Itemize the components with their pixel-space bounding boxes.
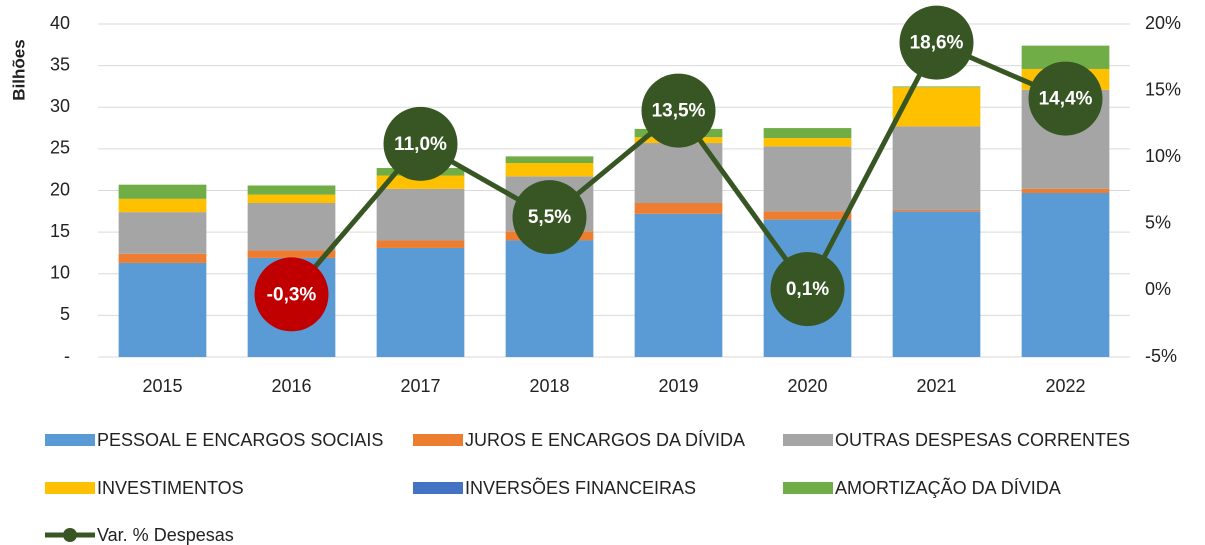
point-marker [1028,61,1103,136]
x-tick-label: 2016 [271,376,311,396]
point-marker [383,106,458,181]
legend-label: INVESTIMENTOS [97,478,244,498]
bar-segment [634,213,723,357]
bar-segment [505,240,594,357]
x-tick-label: 2015 [142,376,182,396]
y2-tick-label: 5% [1145,213,1171,233]
bar-segment [763,146,852,212]
bar-segment [892,126,981,210]
legend-swatch [45,434,95,446]
bar-segment [118,184,207,199]
bar-segment [505,156,594,164]
bar-segment [118,253,207,263]
bar-segment [247,194,336,203]
legend-swatch [45,482,95,494]
y-tick-label: - [64,346,70,366]
x-tick-label: 2017 [400,376,440,396]
bar-segment [892,211,981,357]
bar-segment [763,211,852,220]
legend-label: INVERSÕES FINANCEIRAS [465,477,696,498]
y-axis-label: Bilhões [9,39,28,100]
point-marker [512,180,587,255]
bar-segment [376,247,465,357]
value-label: 11,0% [394,134,447,155]
y2-tick-label: 20% [1145,13,1181,33]
y-tick-label: 10 [50,263,70,283]
legend-swatch [783,434,833,446]
y2-tick-label: 10% [1145,146,1181,166]
x-tick-label: 2019 [658,376,698,396]
value-label: -0,3% [267,284,317,305]
y-tick-label: 15 [50,221,70,241]
bar-segment [892,209,981,212]
legend-label: Var. % Despesas [97,525,234,545]
bar-segment [247,202,336,251]
y-tick-label: 30 [50,96,70,116]
bar-segment [1021,45,1110,69]
value-label: 5,5% [528,207,571,228]
point-marker [770,252,845,327]
bar-segment [247,185,336,195]
legend-label: AMORTIZAÇÃO DA DÍVIDA [835,477,1061,498]
value-label: 0,1% [786,279,829,300]
bar-segment [247,250,336,258]
bar-segment [118,212,207,254]
value-label: 18,6% [910,33,964,54]
x-tick-label: 2021 [916,376,956,396]
legend-label: JUROS E ENCARGOS DA DÍVIDA [465,430,745,450]
y-tick-label: 35 [50,54,70,74]
legend-label: PESSOAL E ENCARGOS SOCIAIS [97,430,383,450]
bar-segment [892,87,981,127]
bar-segment [376,188,465,241]
bar-segment [1021,192,1110,357]
legend-swatch [413,434,463,446]
bar-segment [1021,188,1110,193]
y-tick-label: 5 [60,304,70,324]
y-tick-label: 25 [50,138,70,158]
bar-segment [763,128,852,139]
y2-tick-label: 0% [1145,279,1171,299]
value-label: 14,4% [1039,89,1093,110]
bar-segment [505,163,594,177]
bar-segment [763,138,852,147]
y-tick-label: 20 [50,179,70,199]
point-marker [254,257,329,332]
bar-segment [376,175,465,189]
y2-tick-label: 15% [1145,79,1181,99]
y2-tick-label: -5% [1145,346,1177,366]
legend-marker [63,528,77,542]
x-tick-label: 2020 [787,376,827,396]
bar-segment [118,262,207,357]
y-tick-label: 40 [50,13,70,33]
bar-segment [376,240,465,248]
x-tick-label: 2018 [529,376,569,396]
bar-segment [634,202,723,214]
x-tick-label: 2022 [1045,376,1085,396]
bar-segment [892,86,981,88]
legend-swatch [413,482,463,494]
legend-swatch [783,482,833,494]
bar-segment [118,198,207,213]
value-label: 13,5% [652,101,706,122]
point-marker [641,73,716,148]
legend-label: OUTRAS DESPESAS CORRENTES [835,430,1130,450]
point-marker [899,5,974,80]
